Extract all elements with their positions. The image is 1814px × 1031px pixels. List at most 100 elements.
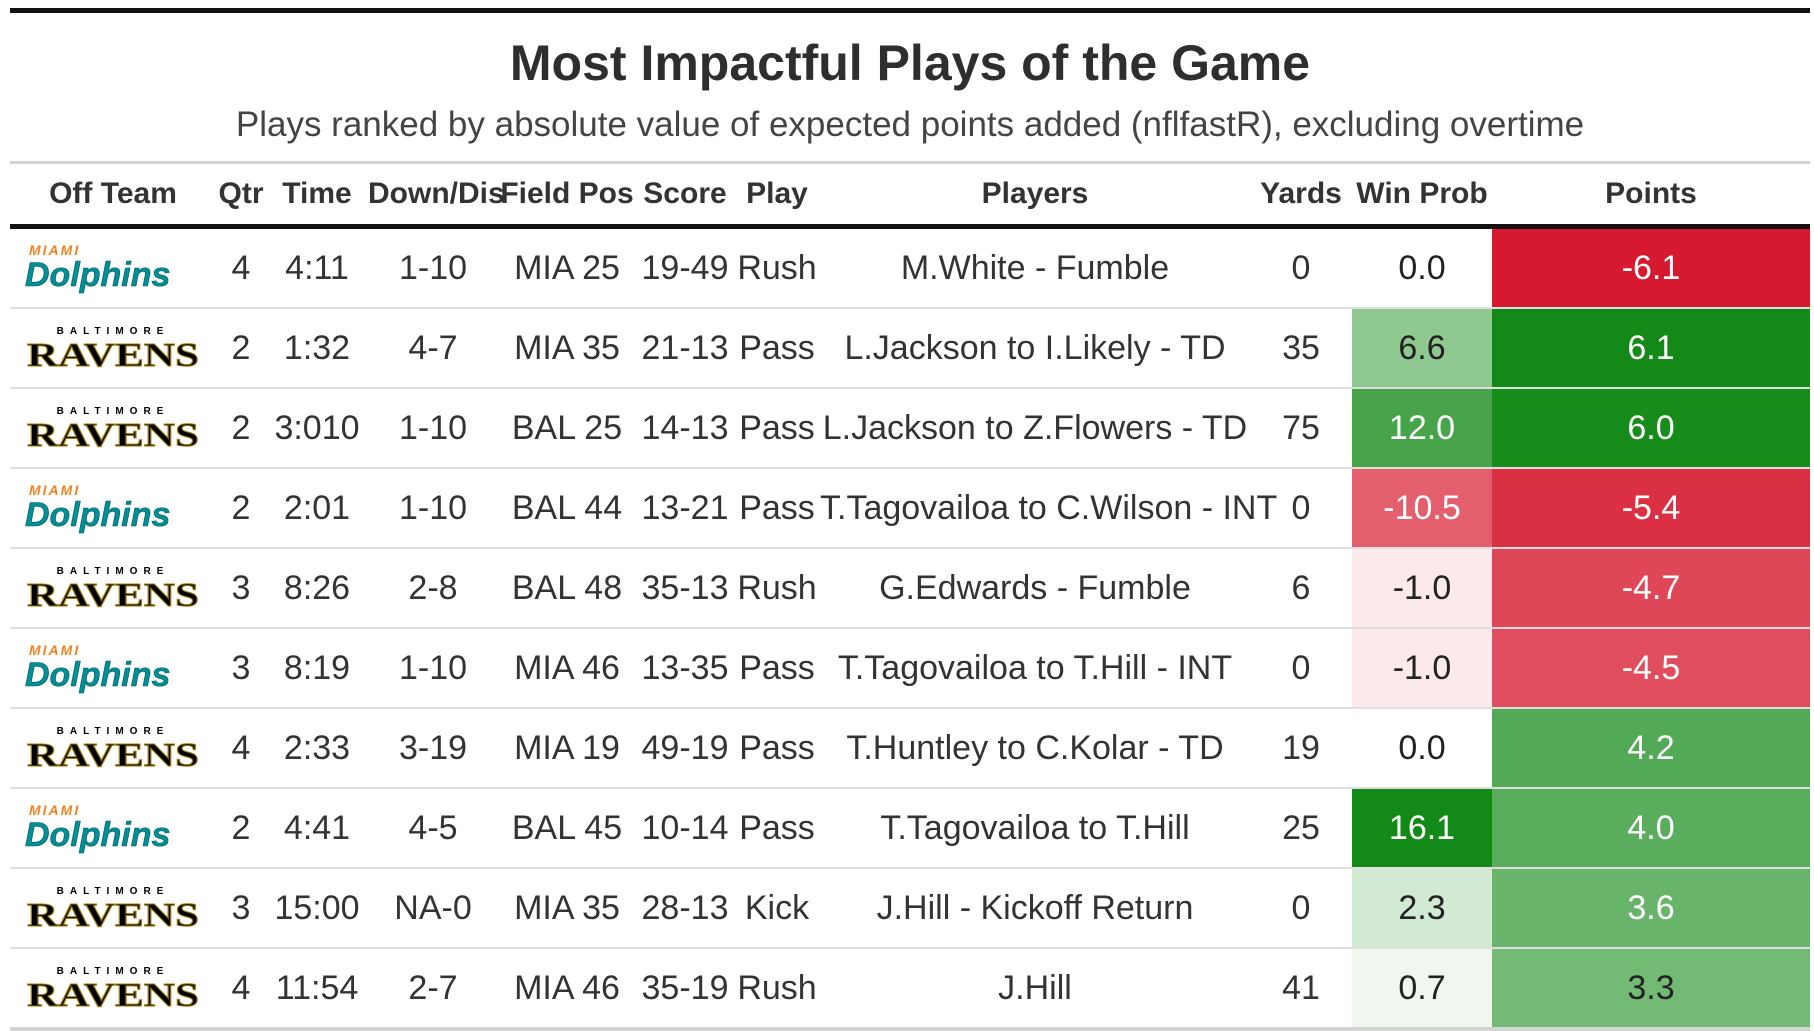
cell-play: Pass	[734, 468, 820, 549]
cell-play: Rush	[734, 948, 820, 1031]
cell-players: L.Jackson to I.Likely - TD	[820, 308, 1250, 389]
col-header-off-team: Off Team	[49, 177, 177, 210]
svg-text:RAVENS: RAVENS	[27, 577, 199, 614]
col-header-win-prob: Win Prob	[1356, 177, 1488, 210]
cell-qtr: 4	[216, 708, 266, 789]
team-logo-cell: BALTIMORE RAVENS	[10, 388, 216, 469]
svg-text:Dolphins: Dolphins	[25, 816, 170, 854]
col-header-points: Points	[1605, 177, 1697, 210]
cell-field-pos: MIA 46	[498, 628, 636, 709]
cell-points: 6.1	[1492, 308, 1810, 389]
cell-players: G.Edwards - Fumble	[820, 548, 1250, 629]
cell-down-dis: 2-8	[368, 548, 498, 629]
chart-subtitle: Plays ranked by absolute value of expect…	[235, 105, 1585, 144]
table-row: BALTIMORE RAVENS 2 1:32 4-7 MIA 35 21-13 Pass L.…	[10, 308, 1810, 389]
cell-players: T.Tagovailoa to T.Hill	[820, 788, 1250, 869]
cell-down-dis: 4-7	[368, 308, 498, 389]
svg-text:RAVENS: RAVENS	[27, 417, 199, 454]
cell-win-prob: -1.0	[1352, 548, 1492, 629]
col-header-score: Score	[643, 177, 727, 210]
svg-text:Dolphins: Dolphins	[25, 656, 170, 694]
cell-yards: 19	[1250, 708, 1352, 789]
cell-yards: 0	[1250, 628, 1352, 709]
svg-text:BALTIMORE: BALTIMORE	[57, 326, 170, 337]
table-row: BALTIMORE RAVENS 4 2:33 3-19 MIA 19 49-19 Pass T…	[10, 708, 1810, 789]
cell-players: T.Tagovailoa to T.Hill - INT	[820, 628, 1250, 709]
cell-down-dis: NA-0	[368, 868, 498, 949]
table-row: BALTIMORE RAVENS 3 8:26 2-8 BAL 48 35-13 Rush G.…	[10, 548, 1810, 629]
cell-field-pos: BAL 44	[498, 468, 636, 549]
table-row: BALTIMORE RAVENS 4 11:54 2-7 MIA 46 35-19 Rush J…	[10, 948, 1810, 1031]
col-header-players: Players	[981, 177, 1089, 210]
cell-points: -4.7	[1492, 548, 1810, 629]
cell-win-prob: 2.3	[1352, 868, 1492, 949]
svg-text:BALTIMORE: BALTIMORE	[57, 566, 170, 577]
svg-text:Dolphins: Dolphins	[25, 256, 170, 294]
subtitle-rule	[10, 161, 1810, 164]
cell-field-pos: MIA 46	[498, 948, 636, 1031]
svg-text:MIAMI: MIAMI	[29, 482, 80, 498]
cell-qtr: 2	[216, 388, 266, 469]
cell-qtr: 2	[216, 468, 266, 549]
cell-score: 19-49	[636, 226, 734, 309]
cell-field-pos: MIA 35	[498, 308, 636, 389]
svg-text:MIAMI: MIAMI	[29, 642, 80, 658]
cell-win-prob: -1.0	[1352, 628, 1492, 709]
cell-time: 4:41	[266, 788, 368, 869]
cell-play: Rush	[734, 548, 820, 629]
cell-win-prob: 0.0	[1352, 226, 1492, 309]
cell-time: 15:00	[266, 868, 368, 949]
cell-time: 2:01	[266, 468, 368, 549]
cell-yards: 0	[1250, 468, 1352, 549]
team-logo-cell: MIAMI Dolphins	[10, 468, 216, 549]
svg-text:RAVENS: RAVENS	[27, 977, 199, 1014]
cell-qtr: 3	[216, 868, 266, 949]
svg-text:RAVENS: RAVENS	[27, 897, 199, 934]
cell-players: M.White - Fumble	[820, 226, 1250, 309]
table-body: MIAMI Dolphins 4 4:11 1-10 MIA 25 19-49 Rush M.W…	[10, 226, 1810, 1031]
cell-down-dis: 2-7	[368, 948, 498, 1031]
cell-time: 8:26	[266, 548, 368, 629]
cell-qtr: 3	[216, 628, 266, 709]
svg-text:RAVENS: RAVENS	[27, 337, 199, 374]
cell-qtr: 4	[216, 226, 266, 309]
table-row: BALTIMORE RAVENS 2 3:010 1-10 BAL 25 14-13 Pass…	[10, 388, 1810, 469]
cell-time: 2:33	[266, 708, 368, 789]
cell-points: 6.0	[1492, 388, 1810, 469]
cell-yards: 0	[1250, 226, 1352, 309]
table-row: BALTIMORE RAVENS 3 15:00 NA-0 MIA 35 28-13 Kick…	[10, 868, 1810, 949]
svg-text:BALTIMORE: BALTIMORE	[57, 886, 170, 897]
cell-play: Kick	[734, 868, 820, 949]
cell-time: 3:010	[266, 388, 368, 469]
cell-points: 3.6	[1492, 868, 1810, 949]
svg-text:MIAMI: MIAMI	[29, 242, 80, 258]
cell-score: 28-13	[636, 868, 734, 949]
team-logo-cell: BALTIMORE RAVENS	[10, 708, 216, 789]
cell-field-pos: MIA 25	[498, 226, 636, 309]
col-header-time: Time	[282, 177, 352, 210]
col-header-play: Play	[746, 177, 808, 210]
cell-play: Pass	[734, 708, 820, 789]
cell-win-prob: 12.0	[1352, 388, 1492, 469]
team-logo-cell: MIAMI Dolphins	[10, 628, 216, 709]
cell-win-prob: 16.1	[1352, 788, 1492, 869]
cell-players: T.Tagovailoa to C.Wilson - INT	[820, 468, 1277, 549]
cell-field-pos: BAL 25	[498, 388, 636, 469]
col-header-down-dis: Down/Dis	[368, 177, 505, 210]
cell-field-pos: BAL 48	[498, 548, 636, 629]
cell-time: 1:32	[266, 308, 368, 389]
cell-players: T.Huntley to C.Kolar - TD	[820, 708, 1250, 789]
cell-yards: 35	[1250, 308, 1352, 389]
cell-yards: 75	[1250, 388, 1352, 469]
chart-title: Most Impactful Plays of the Game	[509, 35, 1311, 91]
cell-down-dis: 1-10	[368, 388, 498, 469]
cell-time: 8:19	[266, 628, 368, 709]
chart-container: Most Impactful Plays of the Game Plays r…	[10, 8, 1810, 1031]
cell-down-dis: 1-10	[368, 226, 498, 309]
